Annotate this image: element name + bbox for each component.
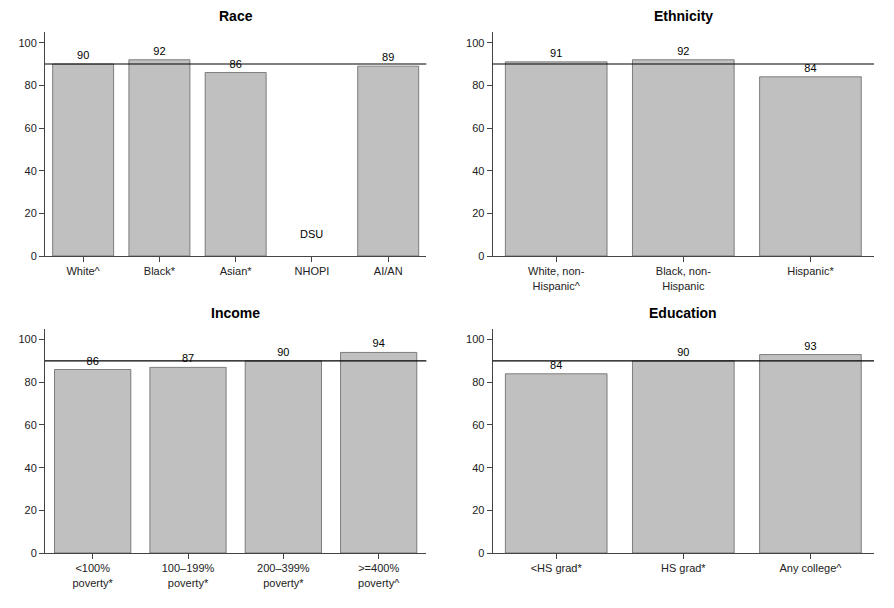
- svg-text:94: 94: [373, 337, 385, 349]
- svg-text:Black*: Black*: [144, 265, 176, 277]
- svg-text:100: 100: [466, 37, 484, 49]
- svg-text:89: 89: [382, 51, 394, 63]
- svg-text:80: 80: [25, 79, 37, 91]
- svg-text:80: 80: [472, 376, 484, 388]
- svg-text:20: 20: [25, 504, 37, 516]
- svg-text:0: 0: [31, 250, 37, 262]
- svg-text:Education: Education: [649, 305, 717, 321]
- svg-text:Any college^: Any college^: [779, 562, 842, 574]
- svg-text:Black, non-Hispanic: Black, non-Hispanic: [656, 265, 711, 291]
- svg-text:40: 40: [472, 462, 484, 474]
- svg-text:20: 20: [472, 504, 484, 516]
- svg-text:40: 40: [472, 165, 484, 177]
- svg-text:DSU: DSU: [300, 228, 323, 240]
- svg-text:100: 100: [466, 333, 484, 345]
- svg-text:AI/AN: AI/AN: [374, 265, 403, 277]
- svg-text:91: 91: [550, 47, 562, 59]
- svg-text:86: 86: [230, 58, 242, 70]
- svg-text:86: 86: [87, 355, 99, 367]
- svg-text:<100%poverty*: <100%poverty*: [72, 562, 113, 588]
- svg-text:40: 40: [25, 462, 37, 474]
- svg-text:84: 84: [804, 62, 816, 74]
- svg-text:<HS grad*: <HS grad*: [531, 562, 583, 574]
- svg-text:100–199%poverty*: 100–199%poverty*: [162, 562, 215, 588]
- svg-text:80: 80: [25, 376, 37, 388]
- svg-text:White, non-Hispanic^: White, non-Hispanic^: [528, 265, 585, 291]
- svg-text:HS grad*: HS grad*: [661, 562, 706, 574]
- svg-text:93: 93: [804, 340, 816, 352]
- svg-text:>=400%poverty^: >=400%poverty^: [358, 562, 400, 588]
- svg-text:87: 87: [182, 352, 194, 364]
- svg-text:90: 90: [277, 346, 289, 358]
- svg-text:80: 80: [472, 79, 484, 91]
- svg-text:60: 60: [472, 419, 484, 431]
- svg-text:90: 90: [677, 346, 689, 358]
- svg-text:Income: Income: [211, 305, 260, 321]
- svg-text:Race: Race: [219, 8, 253, 24]
- svg-text:92: 92: [153, 45, 165, 57]
- svg-text:40: 40: [25, 165, 37, 177]
- svg-text:Asian*: Asian*: [220, 265, 253, 277]
- svg-text:84: 84: [550, 359, 562, 371]
- svg-text:White^: White^: [66, 265, 100, 277]
- svg-text:60: 60: [472, 122, 484, 134]
- svg-text:100: 100: [18, 333, 36, 345]
- svg-text:NHOPI: NHOPI: [295, 265, 330, 277]
- svg-text:0: 0: [31, 547, 37, 559]
- svg-text:Hispanic*: Hispanic*: [787, 265, 834, 277]
- svg-text:0: 0: [478, 547, 484, 559]
- svg-text:Ethnicity: Ethnicity: [654, 8, 713, 24]
- svg-text:92: 92: [677, 45, 689, 57]
- svg-text:200–399%poverty*: 200–399%poverty*: [257, 562, 310, 588]
- svg-text:0: 0: [478, 250, 484, 262]
- svg-text:100: 100: [18, 37, 36, 49]
- svg-text:20: 20: [25, 207, 37, 219]
- svg-text:60: 60: [25, 122, 37, 134]
- svg-text:20: 20: [472, 207, 484, 219]
- svg-text:90: 90: [77, 49, 89, 61]
- svg-text:60: 60: [25, 419, 37, 431]
